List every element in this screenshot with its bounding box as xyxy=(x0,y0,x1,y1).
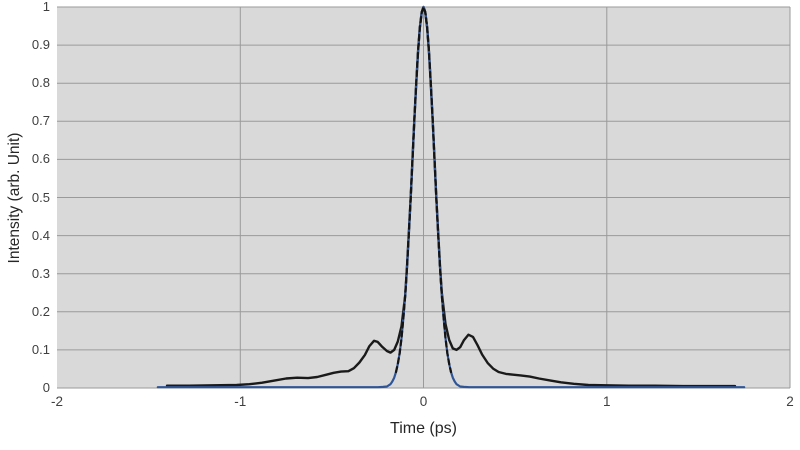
y-tick-label: 0.2 xyxy=(31,303,50,319)
x-tick-label: 0 xyxy=(419,394,428,409)
y-tick-label: 0.4 xyxy=(31,227,50,243)
y-tick-label: 0.9 xyxy=(31,37,50,53)
y-tick-label: 0.3 xyxy=(31,265,50,281)
x-tick-label: -2 xyxy=(50,394,64,409)
y-tick-label: 0.1 xyxy=(31,341,50,357)
x-tick-label: 1 xyxy=(602,394,611,409)
series-fit-dashed-overlay xyxy=(394,5,453,374)
plot-area xyxy=(57,5,791,389)
series-measured-pulse xyxy=(165,5,737,388)
y-tick-label: 0 xyxy=(42,380,50,395)
y-tick-label: 1 xyxy=(42,0,50,14)
y-tick-label: 0.6 xyxy=(31,151,50,167)
y-tick-label: 0.7 xyxy=(31,113,50,129)
y-tick-label: 0.8 xyxy=(31,75,50,91)
plot-svg xyxy=(57,5,791,389)
y-tick-label: 0.5 xyxy=(31,189,50,205)
x-tick-label: -1 xyxy=(234,394,247,409)
x-tick-label: 2 xyxy=(786,394,794,409)
x-axis-title: Time (ps) xyxy=(390,420,457,437)
